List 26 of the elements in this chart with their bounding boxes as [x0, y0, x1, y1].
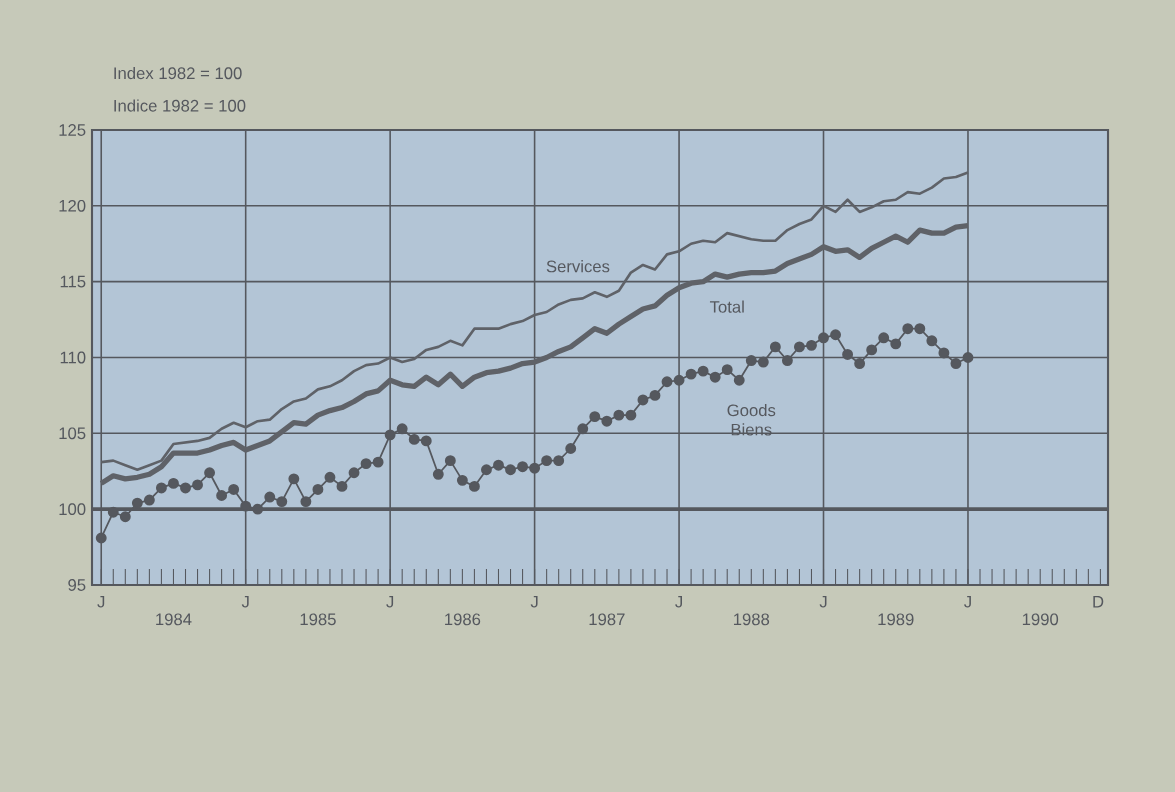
- y-tick-label: 110: [60, 351, 86, 364]
- text: Indice 1982 = 100: [114, 99, 246, 112]
- x-tick-label: 1987: [589, 613, 625, 626]
- y-tick-label: 125: [59, 124, 86, 136]
- series-label: Services: [546, 260, 610, 273]
- x-tick-label: 1990: [1022, 613, 1059, 626]
- y-axis-title: Index 1982 = 100: [114, 66, 242, 80]
- annotation: J: [675, 595, 682, 608]
- series-label: Total: [709, 300, 744, 313]
- annotation: J: [386, 595, 394, 608]
- annotation: J: [964, 595, 971, 608]
- annotation: J: [241, 595, 249, 608]
- annotation: J: [530, 595, 538, 608]
- y-tick-label: 105: [59, 427, 86, 440]
- text: D: [1093, 595, 1104, 608]
- annotation: J: [819, 595, 827, 608]
- y-tick-label: 95: [68, 579, 86, 591]
- x-tick-label: 1989: [878, 613, 914, 626]
- x-tick-label: 1985: [300, 613, 336, 626]
- x-tick-label: 1988: [733, 613, 770, 626]
- y-tick-label: 115: [60, 275, 86, 288]
- x-tick-label: 1984: [156, 613, 192, 626]
- annotation: J: [97, 595, 105, 608]
- x-tick-label: 1986: [445, 613, 481, 626]
- y-tick-label: 120: [59, 199, 86, 212]
- y-tick-label: 100: [59, 503, 86, 516]
